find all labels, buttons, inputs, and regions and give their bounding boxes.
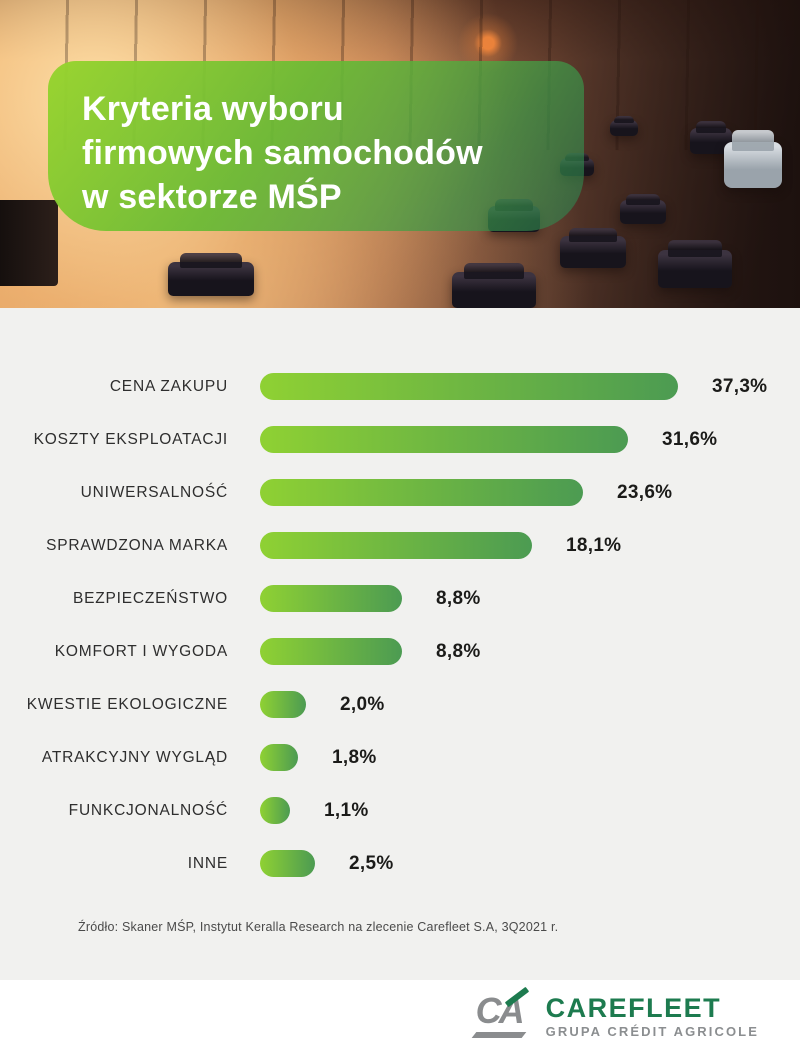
bar (260, 426, 628, 453)
car-silhouette (452, 262, 536, 308)
chart-row: SPRAWDZONA MARKA 18,1% (0, 519, 800, 572)
bar-chart: CENA ZAKUPU 37,3% KOSZTY EKSPLOATACJI 31… (0, 308, 800, 980)
category-label: UNIWERSALNOŚĆ (80, 483, 228, 501)
value-label: 31,6% (662, 428, 718, 450)
bar (260, 850, 315, 877)
bar (260, 638, 402, 665)
title-line-3: w sektorze MŚP (82, 178, 342, 217)
bar (260, 744, 298, 771)
bar (260, 532, 532, 559)
page-title: Kryteria wyboru firmowych samochodów w s… (82, 87, 554, 220)
chart-row: INNE 2,5% (0, 837, 800, 890)
bar (260, 585, 402, 612)
chart-row: KWESTIE EKOLOGICZNE 2,0% (0, 678, 800, 731)
bar-wrap: 1,8% (260, 744, 377, 771)
category-label: KOMFORT I WYGODA (54, 642, 228, 660)
chart-rows: CENA ZAKUPU 37,3% KOSZTY EKSPLOATACJI 31… (0, 360, 800, 890)
chart-row: CENA ZAKUPU 37,3% (0, 360, 800, 413)
footer: CA CAREFLEET GRUPA CRÉDIT AGRICOLE (0, 980, 800, 1053)
bar (260, 797, 290, 824)
category-label: KOSZTY EKSPLOATACJI (33, 430, 228, 448)
chart-row: BEZPIECZEŃSTWO 8,8% (0, 572, 800, 625)
car-silhouette (560, 227, 626, 268)
category-label: CENA ZAKUPU (109, 377, 228, 395)
value-label: 37,3% (712, 375, 768, 397)
bar-wrap: 2,0% (260, 691, 385, 718)
bar-wrap: 8,8% (260, 585, 481, 612)
category-label: ATRAKCYJNY WYGLĄD (41, 748, 228, 766)
car-silhouette (168, 253, 254, 296)
category-label: SPRAWDZONA MARKA (46, 536, 228, 554)
value-label: 8,8% (436, 640, 481, 662)
title-box: Kryteria wyboru firmowych samochodów w s… (48, 61, 584, 231)
category-label: BEZPIECZEŃSTWO (72, 589, 228, 607)
value-label: 2,5% (349, 852, 394, 874)
brand-text: CAREFLEET GRUPA CRÉDIT AGRICOLE (545, 992, 759, 1040)
credit-agricole-emblem-icon: CA (471, 986, 534, 1041)
chart-row: KOSZTY EKSPLOATACJI 31,6% (0, 413, 800, 466)
source-note: Źródło: Skaner MŚP, Instytut Keralla Res… (78, 920, 559, 934)
truck-silhouette (0, 200, 58, 286)
van-silhouette (724, 130, 782, 188)
value-label: 18,1% (566, 534, 622, 556)
car-silhouette (610, 115, 638, 136)
bar-wrap: 37,3% (260, 373, 767, 400)
bar-wrap: 18,1% (260, 532, 621, 559)
car-silhouette (620, 193, 666, 224)
title-line-1: Kryteria wyboru (82, 90, 344, 128)
brand-name: CAREFLEET (545, 992, 722, 1023)
value-label: 8,8% (436, 587, 481, 609)
bar-wrap: 31,6% (260, 426, 717, 453)
hero-photo: Kryteria wyboru firmowych samochodów w s… (0, 0, 800, 308)
value-label: 1,1% (324, 799, 369, 821)
category-label: KWESTIE EKOLOGICZNE (26, 695, 228, 713)
chart-row: KOMFORT I WYGODA 8,8% (0, 625, 800, 678)
car-silhouette (658, 240, 732, 288)
bar-wrap: 1,1% (260, 797, 369, 824)
chart-row: UNIWERSALNOŚĆ 23,6% (0, 466, 800, 519)
bar-wrap: 8,8% (260, 638, 481, 665)
chart-row: ATRAKCYJNY WYGLĄD 1,8% (0, 731, 800, 784)
value-label: 23,6% (617, 481, 673, 503)
category-label: INNE (187, 854, 228, 872)
bar (260, 691, 306, 718)
ca-emblem-underline (471, 1031, 527, 1038)
title-line-2: firmowych samochodów (82, 134, 483, 173)
category-label: FUNKCJONALNOŚĆ (68, 801, 228, 819)
brand-subtitle: GRUPA CRÉDIT AGRICOLE (545, 1024, 759, 1040)
value-label: 1,8% (332, 746, 377, 768)
value-label: 2,0% (340, 693, 385, 715)
carefleet-logo: CA CAREFLEET GRUPA CRÉDIT AGRICOLE (471, 986, 759, 1041)
bar-wrap: 23,6% (260, 479, 672, 506)
bar (260, 479, 583, 506)
chart-row: FUNKCJONALNOŚĆ 1,1% (0, 784, 800, 837)
bar-wrap: 2,5% (260, 850, 394, 877)
bar (260, 373, 678, 400)
